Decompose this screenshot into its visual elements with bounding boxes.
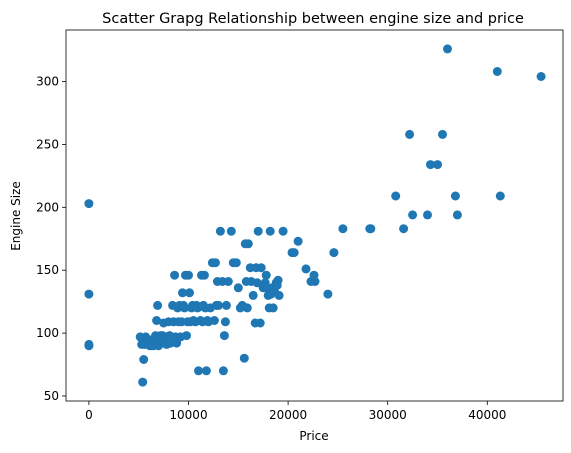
data-point-125 bbox=[310, 277, 320, 286]
data-point-63 bbox=[199, 270, 209, 280]
data-point-85 bbox=[233, 283, 243, 293]
data-point-75 bbox=[215, 226, 225, 236]
data-point-137 bbox=[433, 160, 442, 170]
data-point-17 bbox=[152, 316, 162, 325]
data-point-84 bbox=[231, 258, 241, 268]
data-point-135 bbox=[423, 210, 432, 220]
data-point-117 bbox=[274, 290, 284, 300]
data-point-111 bbox=[268, 303, 278, 313]
data-point-18 bbox=[153, 300, 163, 310]
data-point-6 bbox=[138, 377, 148, 387]
data-point-136 bbox=[426, 160, 435, 170]
data-point-141 bbox=[452, 210, 462, 220]
data-point-120 bbox=[289, 248, 299, 258]
data-point-108 bbox=[265, 226, 275, 236]
data-point-128 bbox=[338, 224, 348, 234]
data-point-122 bbox=[301, 264, 311, 274]
y-tick-label: 100 bbox=[36, 326, 59, 340]
data-point-88 bbox=[239, 353, 249, 363]
x-tick-label: 30000 bbox=[369, 408, 407, 422]
data-point-42 bbox=[178, 288, 187, 298]
data-point-7 bbox=[139, 355, 149, 364]
data-point-77 bbox=[218, 366, 228, 376]
data-point-100 bbox=[255, 318, 265, 328]
data-point-46 bbox=[182, 331, 191, 341]
data-point-140 bbox=[450, 191, 460, 201]
x-tick-label: 40000 bbox=[468, 408, 506, 422]
data-point-34 bbox=[170, 270, 180, 280]
data-point-95 bbox=[248, 290, 258, 300]
data-point-118 bbox=[278, 226, 288, 236]
data-point-127 bbox=[329, 248, 339, 258]
data-point-116 bbox=[273, 275, 283, 285]
data-point-134 bbox=[408, 210, 418, 220]
data-point-0 bbox=[84, 199, 94, 209]
data-point-3 bbox=[84, 341, 94, 351]
y-tick-label: 50 bbox=[44, 389, 59, 403]
y-axis: 50 100 150 200 250 300 bbox=[36, 75, 66, 403]
data-point-133 bbox=[405, 129, 415, 139]
data-point-65 bbox=[201, 366, 211, 376]
y-tick-label: 200 bbox=[36, 200, 59, 214]
data-point-99 bbox=[253, 226, 263, 236]
data-point-70 bbox=[209, 316, 219, 325]
data-point-1 bbox=[84, 289, 94, 299]
data-point-71 bbox=[210, 258, 220, 268]
data-point-130 bbox=[366, 224, 376, 234]
data-point-121 bbox=[293, 236, 303, 246]
data-point-142 bbox=[492, 67, 502, 76]
data-point-78 bbox=[219, 331, 229, 341]
data-point-139 bbox=[443, 44, 452, 54]
data-point-143 bbox=[495, 191, 505, 201]
x-tick-label: 20000 bbox=[269, 408, 307, 422]
y-tick-label: 300 bbox=[36, 75, 59, 89]
x-axis-label: Price bbox=[299, 429, 328, 443]
x-tick-label: 0 bbox=[85, 408, 93, 422]
data-point-57 bbox=[194, 366, 203, 376]
points-layer bbox=[84, 44, 546, 387]
data-point-138 bbox=[438, 129, 447, 139]
x-axis: 0 10000 20000 30000 40000 bbox=[85, 401, 506, 422]
data-point-82 bbox=[226, 226, 236, 236]
data-point-92 bbox=[243, 239, 253, 249]
data-point-80 bbox=[221, 300, 231, 310]
data-point-81 bbox=[223, 277, 233, 286]
data-point-101 bbox=[256, 263, 266, 273]
data-point-104 bbox=[261, 270, 271, 280]
plot-area-frame bbox=[65, 29, 564, 402]
data-point-44 bbox=[180, 303, 189, 313]
data-point-131 bbox=[391, 191, 401, 201]
data-point-79 bbox=[220, 317, 230, 327]
data-point-9 bbox=[141, 332, 151, 342]
y-tick-label: 250 bbox=[36, 137, 59, 151]
data-point-48 bbox=[184, 270, 193, 280]
data-point-126 bbox=[323, 289, 333, 299]
x-tick-label: 10000 bbox=[169, 408, 207, 422]
data-point-91 bbox=[242, 303, 252, 313]
data-point-98 bbox=[252, 278, 262, 288]
data-point-74 bbox=[213, 300, 223, 310]
chart-title: Scatter Grapg Relationship between engin… bbox=[102, 11, 524, 27]
y-tick-label: 150 bbox=[36, 263, 59, 277]
data-point-49 bbox=[185, 288, 194, 298]
data-point-144 bbox=[536, 72, 546, 81]
y-axis-label: Engine Size bbox=[9, 181, 23, 251]
data-point-132 bbox=[399, 224, 409, 234]
